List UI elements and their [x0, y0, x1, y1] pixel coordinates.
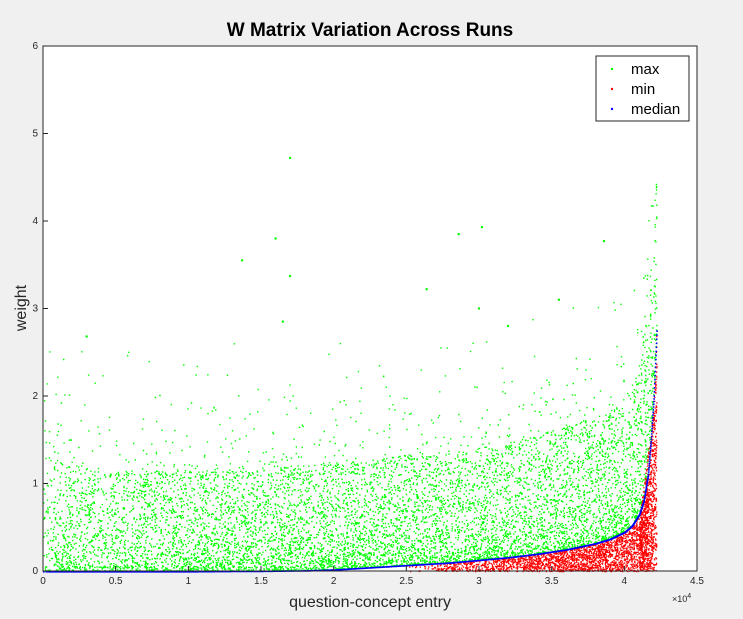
y-axis-label: weight	[13, 284, 30, 332]
x-axis-multiplier: ×104	[672, 593, 691, 604]
max-outlier-point	[557, 298, 561, 301]
x-tick-label: 2.5	[399, 576, 413, 587]
x-tick-label: 3.5	[545, 576, 559, 587]
x-multiplier-exponent: 4	[687, 593, 691, 600]
legend-label-max: max	[631, 61, 660, 78]
max-outlier-point	[85, 335, 88, 338]
max-outlier-point	[506, 324, 510, 328]
x-tick-label: 1	[186, 576, 192, 587]
y-tick-label: 2	[32, 391, 38, 402]
x-tick-label: 4	[622, 576, 628, 587]
x-tick-label: 1.5	[254, 576, 268, 587]
y-tick-label: 6	[32, 41, 38, 52]
legend-label-median: median	[631, 101, 680, 118]
x-tick-label: 3	[476, 576, 482, 587]
y-tick-label: 3	[32, 304, 38, 315]
y-tick-label: 0	[32, 566, 38, 577]
max-outlier-point	[457, 232, 460, 236]
legend-marker-median	[610, 107, 614, 111]
series-min-points	[409, 335, 658, 573]
max-outlier-point	[288, 274, 292, 278]
x-tick-label: 0.5	[109, 576, 123, 587]
max-outlier-point	[274, 237, 277, 240]
max-outlier-point	[240, 259, 244, 262]
x-tick-label: 2	[331, 576, 337, 587]
legend: max min median	[595, 55, 690, 122]
y-tick-label: 4	[32, 216, 38, 227]
max-outlier-point	[480, 225, 484, 229]
x-tick-label: 4.5	[690, 576, 704, 587]
max-outlier-point	[288, 156, 292, 160]
max-outlier-point	[477, 307, 481, 310]
legend-marker-min	[610, 87, 614, 91]
y-tick-label: 5	[32, 129, 38, 140]
x-axis-label: question-concept entry	[289, 594, 451, 611]
x-tick-label: 0	[40, 576, 46, 587]
series-max-points	[43, 183, 658, 573]
max-outlier-point	[281, 320, 284, 323]
legend-label-min: min	[631, 81, 655, 98]
legend-marker-max	[610, 67, 614, 71]
max-outlier-point	[425, 288, 428, 291]
y-axis-ticks: 0 1 2 3 4 5 6	[32, 41, 48, 577]
chart-title: W Matrix Variation Across Runs	[227, 20, 513, 41]
x-axis-ticks: 0 0.5 1 1.5 2 2.5 3 3.5 4 4.5	[40, 566, 704, 587]
max-outlier-point	[602, 239, 606, 243]
y-tick-label: 1	[32, 479, 38, 490]
x-multiplier-base: ×10	[672, 594, 687, 604]
data-points	[43, 156, 658, 573]
